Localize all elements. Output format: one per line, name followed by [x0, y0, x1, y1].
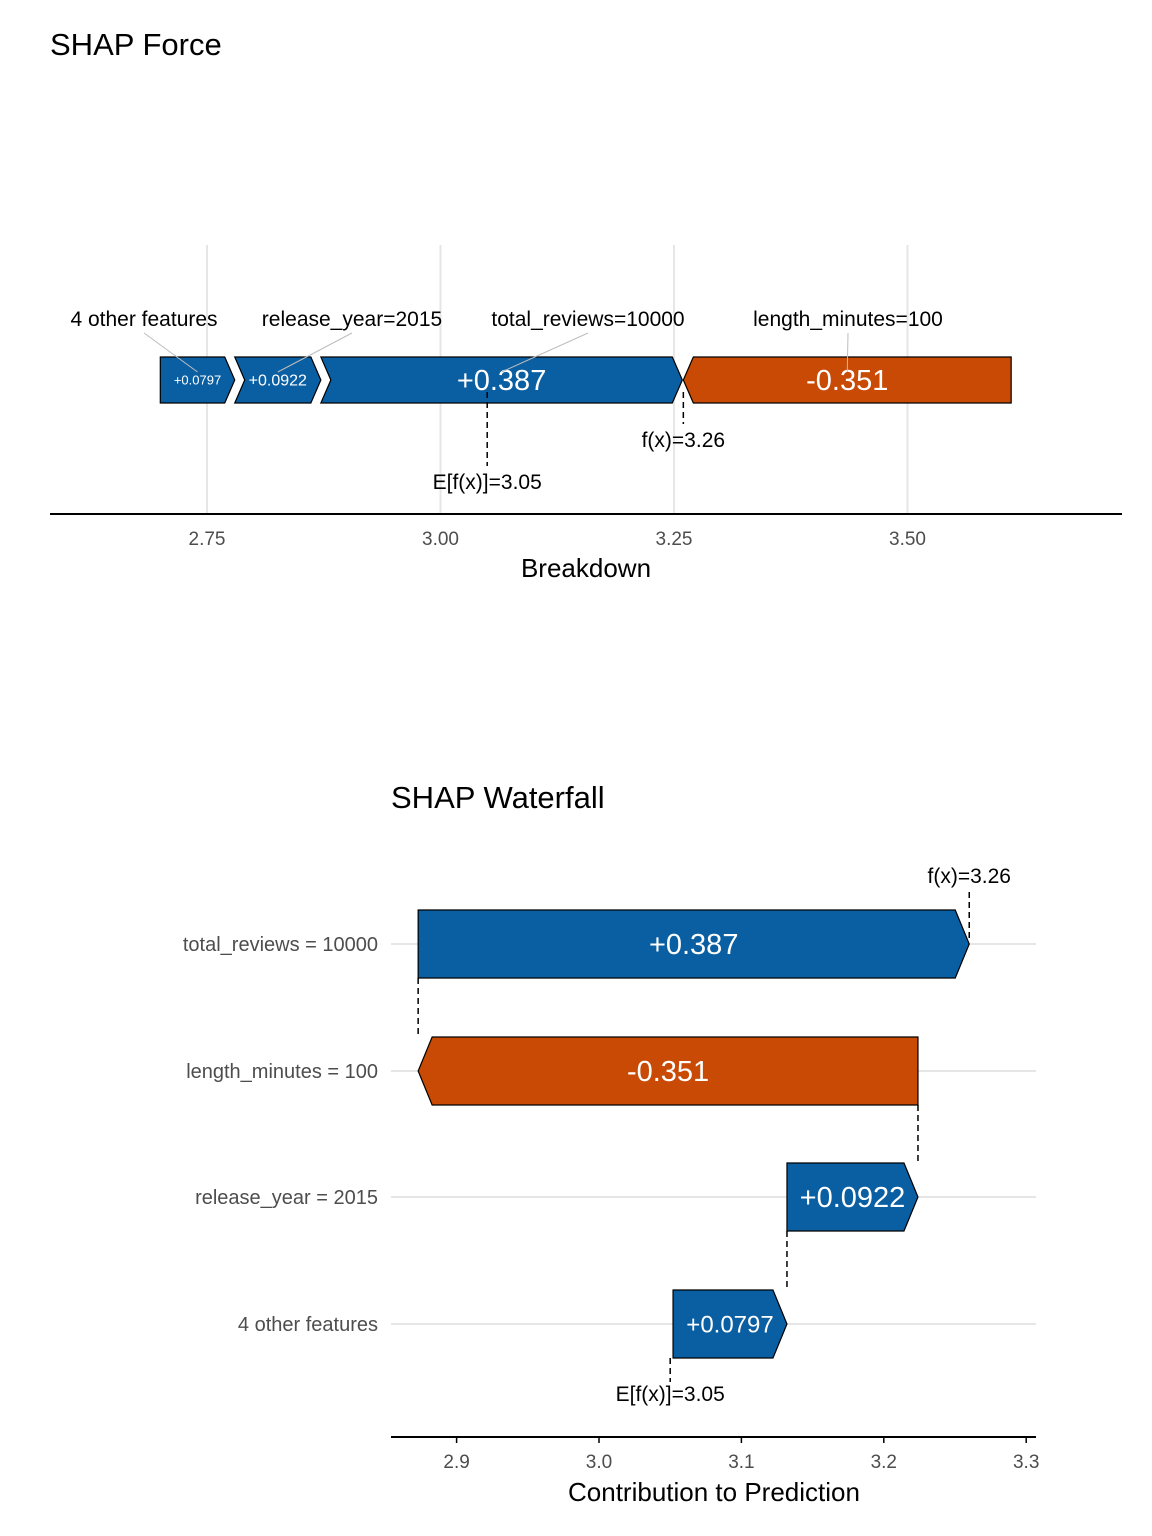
- waterfall-annotations: f(x)=3.26 E[f(x)]=3.05: [616, 865, 1011, 1406]
- force-x-label: Breakdown: [521, 553, 651, 583]
- waterfall-base-label: E[f(x)]=3.05: [616, 1383, 725, 1406]
- force-segment-value: +0.387: [457, 365, 547, 397]
- waterfall-panel: SHAP Waterfall +0.387 total_reviews = 100…: [183, 780, 1040, 1507]
- waterfall-tick-label: 2.9: [443, 1452, 469, 1473]
- force-segment: [319, 356, 683, 404]
- force-panel: SHAP Force +0.0797 4 other features +0.092…: [50, 27, 1122, 583]
- waterfall-tick-label: 3.1: [728, 1452, 754, 1473]
- force-tick-label: 2.75: [189, 529, 226, 550]
- waterfall-feature-label: length_minutes = 100: [186, 1061, 378, 1083]
- force-base-label: E[f(x)]=3.05: [433, 471, 542, 494]
- force-tick-label: 3.50: [889, 529, 926, 550]
- force-segment: [682, 356, 1012, 404]
- force-leader-line: [277, 332, 353, 373]
- waterfall-bar: [417, 909, 970, 979]
- waterfall-bar: [786, 1162, 919, 1232]
- waterfall-tick-label: 3.0: [586, 1452, 612, 1473]
- waterfall-bar: [672, 1289, 788, 1359]
- waterfall-bars: +0.387 total_reviews = 10000 -0.351 length_…: [183, 909, 970, 1359]
- force-x-ticks: 2.75 3.00 3.25 3.50: [189, 529, 926, 550]
- waterfall-feature-label: release_year = 2015: [195, 1187, 378, 1209]
- force-leader-line: [501, 332, 589, 373]
- waterfall-bar: [417, 1036, 919, 1106]
- force-segments: +0.0797 4 other features +0.0922 release_ye…: [70, 308, 1012, 404]
- force-title: SHAP Force: [50, 27, 222, 62]
- force-prediction-label: f(x)=3.26: [642, 429, 725, 452]
- force-segment: [159, 356, 236, 404]
- force-segment: [233, 356, 322, 404]
- force-segment-value: +0.0922: [249, 373, 307, 390]
- force-feature-label: release_year=2015: [262, 308, 442, 331]
- force-feature-label: length_minutes=100: [753, 308, 943, 331]
- waterfall-prediction-label: f(x)=3.26: [928, 865, 1011, 888]
- force-tick-label: 3.00: [422, 529, 459, 550]
- waterfall-grid: [391, 943, 1036, 1325]
- force-tick-label: 3.25: [656, 529, 693, 550]
- waterfall-bar-value: +0.0797: [686, 1311, 773, 1338]
- force-feature-label: total_reviews=10000: [491, 308, 684, 331]
- force-segment-value: +0.0797: [174, 373, 221, 388]
- waterfall-feature-label: 4 other features: [238, 1314, 378, 1336]
- waterfall-tick-label: 3.2: [871, 1452, 897, 1473]
- waterfall-connectors: [417, 978, 919, 1290]
- waterfall-title: SHAP Waterfall: [391, 780, 605, 815]
- waterfall-bar-value: -0.351: [627, 1056, 709, 1088]
- force-annotations: E[f(x)]=3.05 f(x)=3.26: [433, 392, 725, 494]
- force-feature-label: 4 other features: [70, 308, 217, 331]
- waterfall-x-ticks: 2.9 3.0 3.1 3.2 3.3: [443, 1437, 1039, 1473]
- force-leader-line: [143, 332, 198, 373]
- waterfall-feature-label: total_reviews = 10000: [183, 934, 378, 956]
- waterfall-tick-label: 3.3: [1013, 1452, 1039, 1473]
- waterfall-bar-value: +0.387: [649, 929, 739, 961]
- waterfall-x-label: Contribution to Prediction: [568, 1477, 860, 1507]
- force-leader-line: [846, 332, 849, 373]
- waterfall-bar-value: +0.0922: [800, 1182, 906, 1214]
